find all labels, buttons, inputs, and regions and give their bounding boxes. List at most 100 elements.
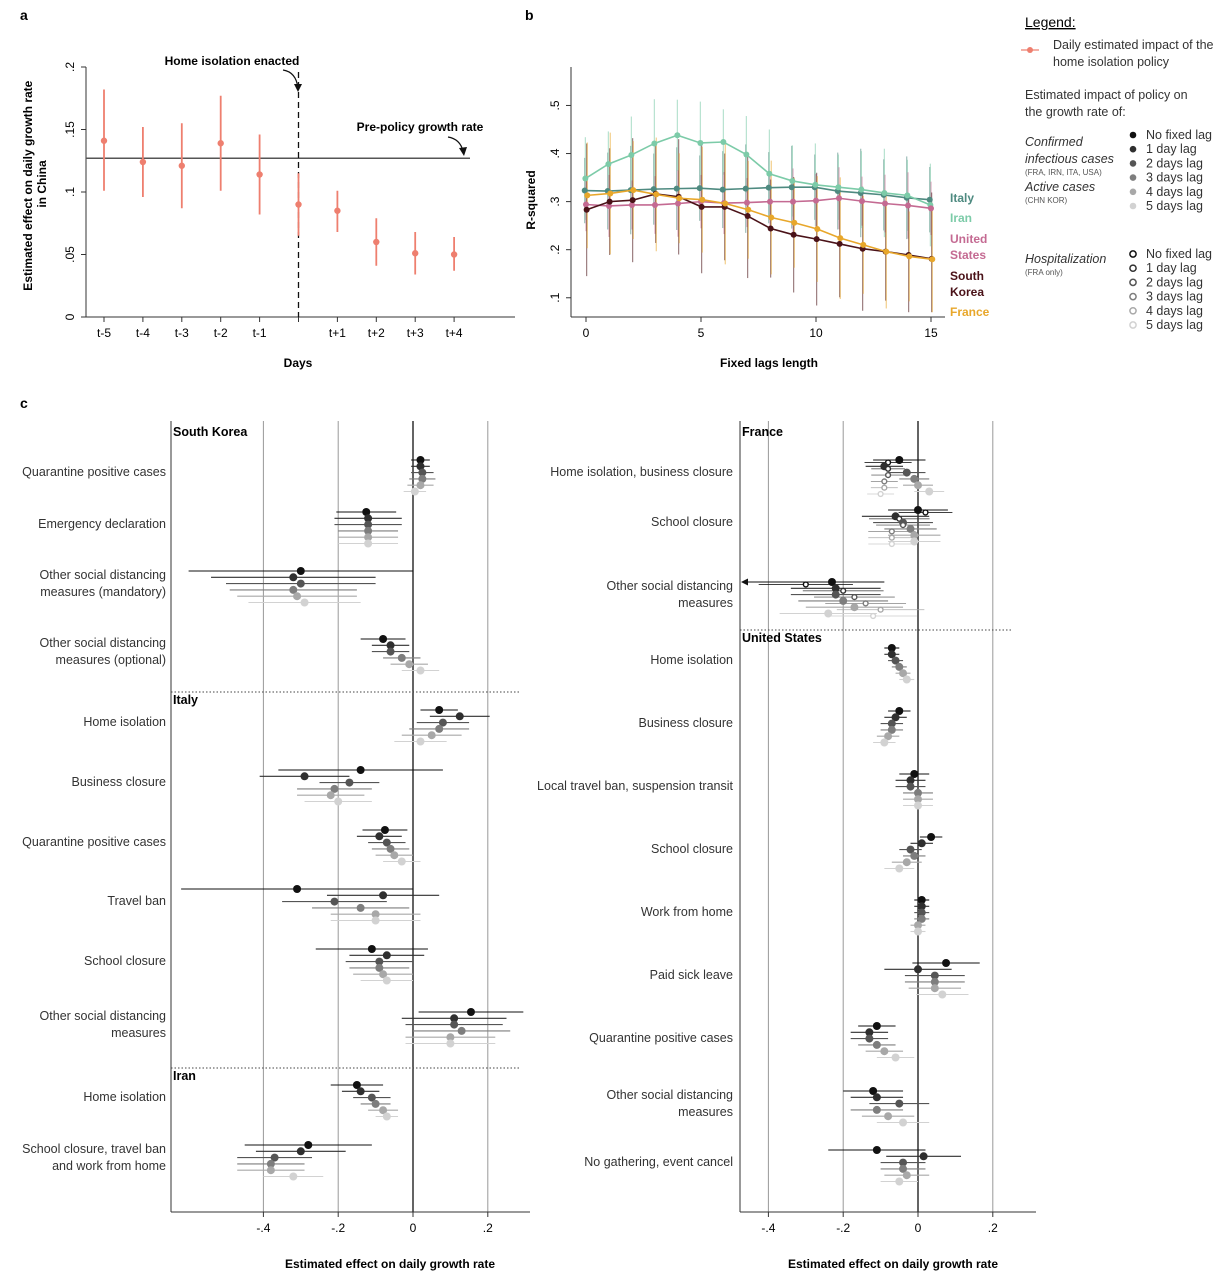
- legend-lag-label: 3 days lag: [1146, 290, 1203, 304]
- estimate-point: [330, 897, 339, 906]
- estimate-point-hosp: [884, 465, 892, 472]
- estimate-point: [865, 1034, 874, 1043]
- estimate-point: [418, 474, 427, 483]
- series-point: [675, 200, 681, 207]
- legend-salmon-dot: [1027, 47, 1033, 53]
- legend-lag-marker: [1129, 174, 1137, 181]
- row-label: Home isolation: [83, 1090, 166, 1104]
- legend-lag-label: 5 days lag: [1146, 199, 1203, 213]
- legend-lag-marker-hollow: [1129, 250, 1137, 258]
- estimate-point: [914, 788, 922, 797]
- x-tick-label: t+3: [407, 326, 424, 340]
- legend-lag-marker: [1129, 145, 1137, 153]
- data-point: [295, 201, 302, 208]
- estimate-point: [902, 1171, 911, 1180]
- series-point: [744, 199, 750, 206]
- x-tick-label: t+1: [329, 326, 346, 340]
- estimate-point-hosp: [881, 484, 888, 491]
- series-point: [813, 197, 819, 204]
- series-point: [882, 200, 888, 207]
- annotation-arrowhead: [294, 84, 302, 92]
- row-label: Other social distancing: [40, 1009, 167, 1023]
- estimate-point: [872, 1105, 881, 1114]
- estimate-point: [914, 965, 922, 974]
- estimate-point: [925, 487, 934, 496]
- y-tick-label: 0: [63, 313, 77, 320]
- estimate-point: [906, 524, 915, 533]
- series-point: [926, 196, 933, 203]
- row-label: measures: [678, 596, 733, 610]
- estimate-point-hosp: [851, 593, 858, 601]
- estimate-point: [382, 951, 391, 960]
- y-tick-label: .3: [548, 196, 562, 206]
- y-tick-label: .15: [63, 121, 77, 138]
- estimate-point: [296, 579, 305, 588]
- estimate-point: [895, 456, 904, 464]
- estimate-point: [917, 896, 926, 904]
- estimate-point: [266, 1166, 275, 1175]
- panel-c-left-xlabel: Estimated effect on daily growth rate: [285, 1257, 495, 1271]
- estimate-point-hosp: [888, 534, 895, 541]
- series-point: [742, 185, 749, 192]
- country-header: South Korea: [173, 425, 248, 439]
- row-label: Local travel ban, suspension transit: [537, 779, 733, 793]
- estimate-point: [375, 832, 384, 841]
- series-point: [928, 205, 934, 212]
- row-label: Home isolation: [650, 653, 733, 667]
- estimate-point: [910, 531, 919, 540]
- estimate-point: [917, 914, 926, 923]
- estimate-point: [296, 567, 305, 575]
- y-tick-label: .4: [548, 148, 562, 158]
- estimate-point: [930, 977, 939, 986]
- series-point: [630, 187, 637, 194]
- estimate-point: [899, 1118, 908, 1127]
- x-tick-label: 5: [698, 326, 705, 340]
- x-tick-label: t-4: [136, 326, 150, 340]
- legend-active: Active cases: [1024, 180, 1095, 194]
- panel-a-ylabel-line2: in China: [35, 160, 49, 208]
- panel-letter-a: a: [20, 7, 28, 23]
- data-point: [217, 140, 224, 147]
- row-label: Quarantine positive cases: [22, 835, 166, 849]
- estimate-point: [382, 976, 391, 985]
- country-header: Iran: [173, 1069, 196, 1083]
- estimate-point: [345, 778, 354, 787]
- series-point: [651, 140, 658, 147]
- estimate-point: [914, 801, 922, 810]
- row-label: measures: [111, 1026, 166, 1040]
- estimate-point: [416, 462, 425, 471]
- estimate-point: [906, 776, 915, 785]
- series-point: [860, 241, 867, 248]
- series-point: [883, 248, 890, 255]
- series-point: [720, 139, 727, 145]
- estimate-point-hosp: [877, 606, 884, 613]
- series-point: [722, 200, 729, 207]
- estimate-point: [364, 514, 373, 523]
- estimate-point: [446, 1033, 455, 1042]
- series-point: [743, 151, 750, 158]
- legend-lag-marker: [1129, 202, 1137, 210]
- series-line: [587, 189, 933, 261]
- estimate-point: [435, 724, 444, 733]
- series-point: [813, 236, 820, 243]
- estimate-point: [416, 666, 425, 675]
- estimate-point: [382, 1112, 391, 1121]
- row-label: School closure: [651, 515, 733, 529]
- estimate-point: [917, 902, 926, 911]
- estimate-point: [397, 857, 406, 866]
- estimate-point: [364, 520, 373, 529]
- estimate-point: [289, 573, 298, 582]
- series-point: [836, 240, 843, 247]
- estimate-point: [884, 732, 893, 741]
- row-label: measures (optional): [56, 653, 166, 667]
- estimate-point: [293, 592, 302, 601]
- series-point: [629, 197, 636, 204]
- row-label: Work from home: [641, 905, 733, 919]
- estimate-point: [410, 487, 419, 496]
- series-point: [766, 170, 773, 177]
- legend-lag-marker-hollow: [1129, 264, 1137, 273]
- x-tick-label: 15: [924, 326, 938, 340]
- estimate-point: [289, 585, 298, 594]
- estimate-point: [914, 921, 922, 930]
- country-header: Italy: [173, 693, 198, 707]
